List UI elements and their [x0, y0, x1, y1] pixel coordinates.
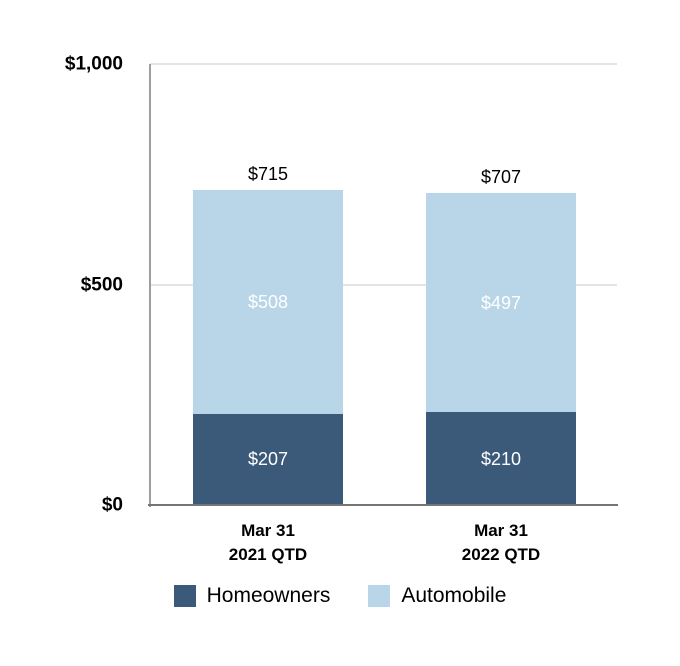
- bar-group: $210 $497 $707 Mar 31 2022 QTD: [426, 64, 576, 564]
- bar-total-label: $707: [480, 167, 522, 188]
- bar-group: $207 $508 $715 Mar 31 2021 QTD: [193, 64, 343, 564]
- segment-value-label: $207: [247, 449, 289, 470]
- x-axis-line: [148, 504, 618, 506]
- segment-value-label: $210: [480, 448, 522, 469]
- legend-label-automobile: Automobile: [401, 584, 507, 607]
- y-axis-line: [149, 64, 151, 507]
- x-axis-label: Mar 31 2022 QTD: [461, 521, 541, 564]
- segment-value-label: $497: [480, 292, 522, 313]
- bar-total-label: $715: [247, 163, 289, 184]
- y-axis-tick-label: $0: [101, 494, 123, 516]
- y-axis-tick-label: $500: [80, 274, 123, 295]
- gridline: [150, 283, 617, 286]
- y-axis-tick-label: $1,000: [64, 53, 123, 75]
- bar-segment-automobile: $497: [426, 193, 576, 413]
- bar-segment-automobile: $508: [193, 189, 343, 414]
- segment-value-label: $508: [247, 291, 289, 312]
- x-axis-label: Mar 31 2021 QTD: [228, 521, 308, 564]
- legend-label-homeowners: Homeowners: [206, 584, 331, 607]
- legend-swatch-automobile: [368, 585, 391, 607]
- legend: Homeowners Automobile: [0, 584, 680, 608]
- legend-item-automobile: Automobile: [368, 584, 506, 608]
- y-axis: $0 $500 $1,000: [0, 55, 123, 515]
- bar-segment-homeowners: $207: [193, 413, 343, 505]
- gridline: [150, 63, 617, 65]
- legend-item-homeowners: Homeowners: [173, 584, 331, 608]
- legend-swatch-homeowners: [173, 585, 196, 607]
- bar-segment-homeowners: $210: [426, 412, 576, 505]
- plot-area: $207 $508 $715 Mar 31 2021 QTD $210 $497 $707 Ma…: [150, 63, 617, 564]
